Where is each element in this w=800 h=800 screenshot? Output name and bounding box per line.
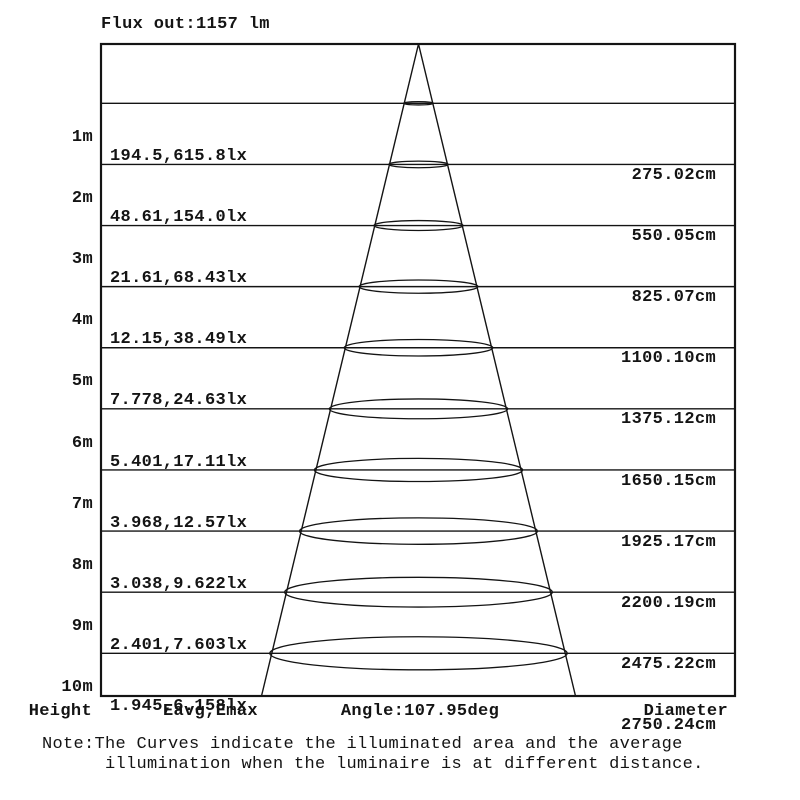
illuminated-area-ellipse	[402, 100, 435, 106]
height-label: 6m	[71, 434, 93, 453]
note-line-2: illumination when the luminaire is at di…	[105, 755, 704, 774]
height-label: 7m	[71, 495, 93, 514]
table-row: 8m 3.038,9.622lx 2200.19cm	[0, 537, 800, 613]
height-label: 9m	[71, 617, 93, 636]
eavg-emax-value: 21.61,68.43lx	[110, 269, 248, 288]
table-row: 6m 5.401,17.11lx 1650.15cm	[0, 415, 800, 491]
table-row: 5m 7.778,24.63lx 1375.12cm	[0, 353, 800, 429]
table-row: 7m 3.968,12.57lx 1925.17cm	[0, 476, 800, 552]
diameter-value: 1100.10cm	[621, 349, 716, 368]
illuminated-area-ellipse	[298, 517, 539, 545]
diameter-value: 2750.24cm	[621, 716, 716, 735]
height-label: 1m	[71, 128, 93, 147]
diameter-column-label: Diameter	[643, 702, 728, 721]
illuminated-area-ellipse	[388, 160, 449, 169]
eavg-emax-value: 12.15,38.49lx	[110, 330, 248, 349]
eavg-emax-value: 48.61,154.0lx	[110, 208, 248, 227]
diameter-value: 2475.22cm	[621, 655, 716, 674]
eavg-emax-column-label: Eavg,Emax	[163, 702, 258, 721]
diameter-value: 1925.17cm	[621, 533, 716, 552]
diameter-value: 550.05cm	[631, 227, 716, 246]
eavg-emax-value: 3.038,9.622lx	[110, 575, 248, 594]
table-row: 4m 12.15,38.49lx 1100.10cm	[0, 292, 800, 368]
eavg-emax-value: 194.5,615.8lx	[110, 147, 248, 166]
table-row: 10m 1.945,6.158lx 2750.24cm	[0, 659, 800, 735]
eavg-emax-value: 5.401,17.11lx	[110, 453, 248, 472]
table-row: 3m 21.61,68.43lx 825.07cm	[0, 231, 800, 307]
height-label: 8m	[71, 556, 93, 575]
table-row: 2m 48.61,154.0lx 550.05cm	[0, 170, 800, 246]
illuminated-area-ellipse	[328, 398, 509, 420]
cone-left-leg	[260, 43, 420, 697]
diameter-value: 2200.19cm	[621, 594, 716, 613]
cone-right-leg	[417, 43, 577, 697]
table-row: 1m 194.5,615.8lx 275.02cm	[0, 109, 800, 185]
eavg-emax-value: 3.968,12.57lx	[110, 514, 248, 533]
eavg-emax-value: 2.401,7.603lx	[110, 636, 248, 655]
height-label: 5m	[71, 372, 93, 391]
height-column-label: Height	[28, 702, 92, 721]
diameter-value: 275.02cm	[631, 166, 716, 185]
height-label: 10m	[61, 678, 93, 697]
diameter-value: 825.07cm	[631, 288, 716, 307]
eavg-emax-value: 7.778,24.63lx	[110, 391, 248, 410]
eavg-emax-value: 1.945,6.158lx	[110, 697, 248, 716]
illuminated-area-ellipse	[373, 219, 464, 232]
height-label: 3m	[71, 250, 93, 269]
illuminated-area-ellipse	[269, 636, 568, 671]
height-label: 4m	[71, 311, 93, 330]
table-row: 9m 2.401,7.603lx 2475.22cm	[0, 598, 800, 674]
illuminated-area-ellipse	[343, 338, 494, 357]
note-line-1: Note:The Curves indicate the illuminated…	[42, 735, 683, 754]
beam-angle-label: Angle:107.95deg	[340, 702, 500, 721]
illuminated-area-ellipse	[358, 279, 479, 294]
diameter-value: 1650.15cm	[621, 472, 716, 491]
illuminated-area-ellipse	[284, 576, 553, 608]
illuminated-area-ellipse	[313, 457, 524, 483]
diameter-value: 1375.12cm	[621, 410, 716, 429]
height-label: 2m	[71, 189, 93, 208]
flux-output-label: Flux out:1157 lm	[101, 15, 270, 34]
